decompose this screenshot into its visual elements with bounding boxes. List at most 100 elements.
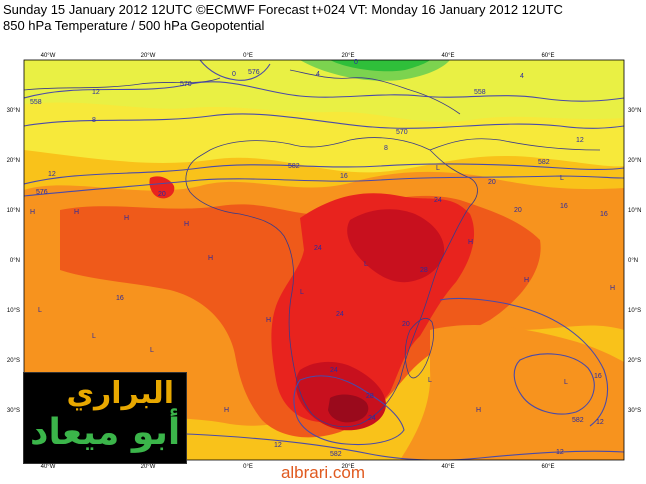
logo-line-2: أبو ميعاد xyxy=(30,412,181,453)
svg-text:L: L xyxy=(564,379,568,386)
top-label: 0°E xyxy=(243,53,253,59)
temp-label: 20 xyxy=(488,179,496,186)
svg-text:L: L xyxy=(300,289,304,296)
temp-label: 12 xyxy=(48,171,56,178)
geo-label: 570 xyxy=(396,129,408,136)
temp-label: 12 xyxy=(576,137,584,144)
left-label: 20°S xyxy=(7,358,20,364)
temp-label: 24 xyxy=(330,367,338,374)
svg-text:L: L xyxy=(436,165,440,172)
left-label: 10°N xyxy=(7,208,20,214)
left-label: 30°N xyxy=(7,108,20,114)
svg-text:H: H xyxy=(124,215,129,222)
contour-582-south xyxy=(293,375,405,445)
bottom-label: 20°W xyxy=(141,464,156,470)
svg-text:H: H xyxy=(224,407,229,414)
title-line-1: Sunday 15 January 2012 12UTC ©ECMWF Fore… xyxy=(3,2,563,17)
field-very-hot-west xyxy=(149,176,175,199)
temp-label: 12 xyxy=(274,442,282,449)
temp-label: 12 xyxy=(92,89,100,96)
contour-558 xyxy=(24,81,624,102)
temp-label: 28 xyxy=(420,267,428,274)
temp-label: 0 xyxy=(354,59,358,66)
svg-text:H: H xyxy=(208,255,213,262)
svg-text:H: H xyxy=(610,285,615,292)
coast-mediterranean xyxy=(289,69,461,115)
geo-label: 582 xyxy=(330,451,342,458)
temp-label: 16 xyxy=(594,373,602,380)
field-hot-southeast xyxy=(400,325,624,460)
temp-label: 20 xyxy=(402,321,410,328)
geo-label: 558 xyxy=(30,99,42,106)
geo-label: 582 xyxy=(538,159,550,166)
top-label: 20°E xyxy=(341,53,354,59)
contour-576 xyxy=(24,163,624,185)
svg-text:H: H xyxy=(30,209,35,216)
temp-label: 24 xyxy=(314,245,322,252)
geo-label: 582 xyxy=(572,417,584,424)
right-label: 30°S xyxy=(628,408,641,414)
geo-label: 576 xyxy=(36,189,48,196)
map-frame xyxy=(23,59,625,461)
left-axis: 30°N 20°N 10°N 0°N 10°S 20°S 30°S xyxy=(7,108,20,414)
svg-text:H: H xyxy=(468,239,473,246)
temp-label: 24 xyxy=(336,311,344,318)
right-label: 0°N xyxy=(628,258,638,264)
temp-label: 16 xyxy=(340,173,348,180)
right-label: 10°S xyxy=(628,308,641,314)
contour-southeast-ridge xyxy=(439,297,609,427)
title-line-2: 850 hPa Temperature / 500 hPa Geopotenti… xyxy=(3,18,265,33)
temp-label: 8 xyxy=(92,117,96,124)
left-label: 10°S xyxy=(7,308,20,314)
right-label: 30°N xyxy=(628,108,641,114)
svg-text:H: H xyxy=(266,317,271,324)
temp-label: 16 xyxy=(560,203,568,210)
svg-text:H: H xyxy=(74,209,79,216)
map-title: Sunday 15 January 2012 12UTC ©ECMWF Fore… xyxy=(3,2,563,34)
top-axis: 40°W 20°W 0°E 20°E 40°E 60°E xyxy=(41,53,555,59)
bottom-label: 20°E xyxy=(341,464,354,470)
coast-arabia xyxy=(429,138,601,151)
top-label: 60°E xyxy=(541,53,554,59)
right-label: 20°N xyxy=(628,158,641,164)
temp-label: 24 xyxy=(434,197,442,204)
geo-label: 570 xyxy=(180,81,192,88)
geopotential-labels: 558 570 576 582 582 582 576 570 582 558 xyxy=(30,69,584,458)
temp-label: 4 xyxy=(520,73,524,80)
geopotential-contours xyxy=(24,60,624,460)
field-cool-north xyxy=(24,60,624,123)
svg-text:H: H xyxy=(476,407,481,414)
temp-label: 0 xyxy=(232,71,236,78)
logo-line-1: البراري xyxy=(66,376,174,411)
top-label: 20°W xyxy=(141,53,156,59)
svg-text:L: L xyxy=(38,307,42,314)
svg-text:L: L xyxy=(92,333,96,340)
bottom-axis: 40°W 20°W 0°E 20°E 40°E 60°E xyxy=(41,464,555,470)
bottom-label: 40°E xyxy=(441,464,454,470)
field-extreme-east xyxy=(347,209,445,283)
right-label: 20°S xyxy=(628,358,641,364)
geo-label: 582 xyxy=(288,163,300,170)
geo-label: 576 xyxy=(248,69,260,76)
pressure-markers: H H H H L L L H H L L H H L L H H H L L xyxy=(30,165,615,414)
top-label: 40°E xyxy=(441,53,454,59)
site-watermark: albrari.com xyxy=(280,463,366,482)
temp-label: 28 xyxy=(366,393,374,400)
temp-label: 8 xyxy=(384,145,388,152)
svg-text:L: L xyxy=(428,377,432,384)
left-label: 0°N xyxy=(10,258,20,264)
temp-label: 16 xyxy=(116,295,124,302)
coast-madagascar xyxy=(404,317,434,379)
temp-label: 4 xyxy=(316,71,320,78)
contour-low-east xyxy=(513,353,595,415)
contour-570 xyxy=(24,113,624,129)
coast-africa xyxy=(185,137,478,428)
left-label: 20°N xyxy=(7,158,20,164)
bottom-label: 40°W xyxy=(41,464,56,470)
temp-label: 12 xyxy=(556,449,564,456)
contour-north-low xyxy=(199,60,271,81)
svg-text:L: L xyxy=(150,347,154,354)
top-label: 40°W xyxy=(41,53,56,59)
bottom-label: 60°E xyxy=(541,464,554,470)
geo-label: 558 xyxy=(474,89,486,96)
